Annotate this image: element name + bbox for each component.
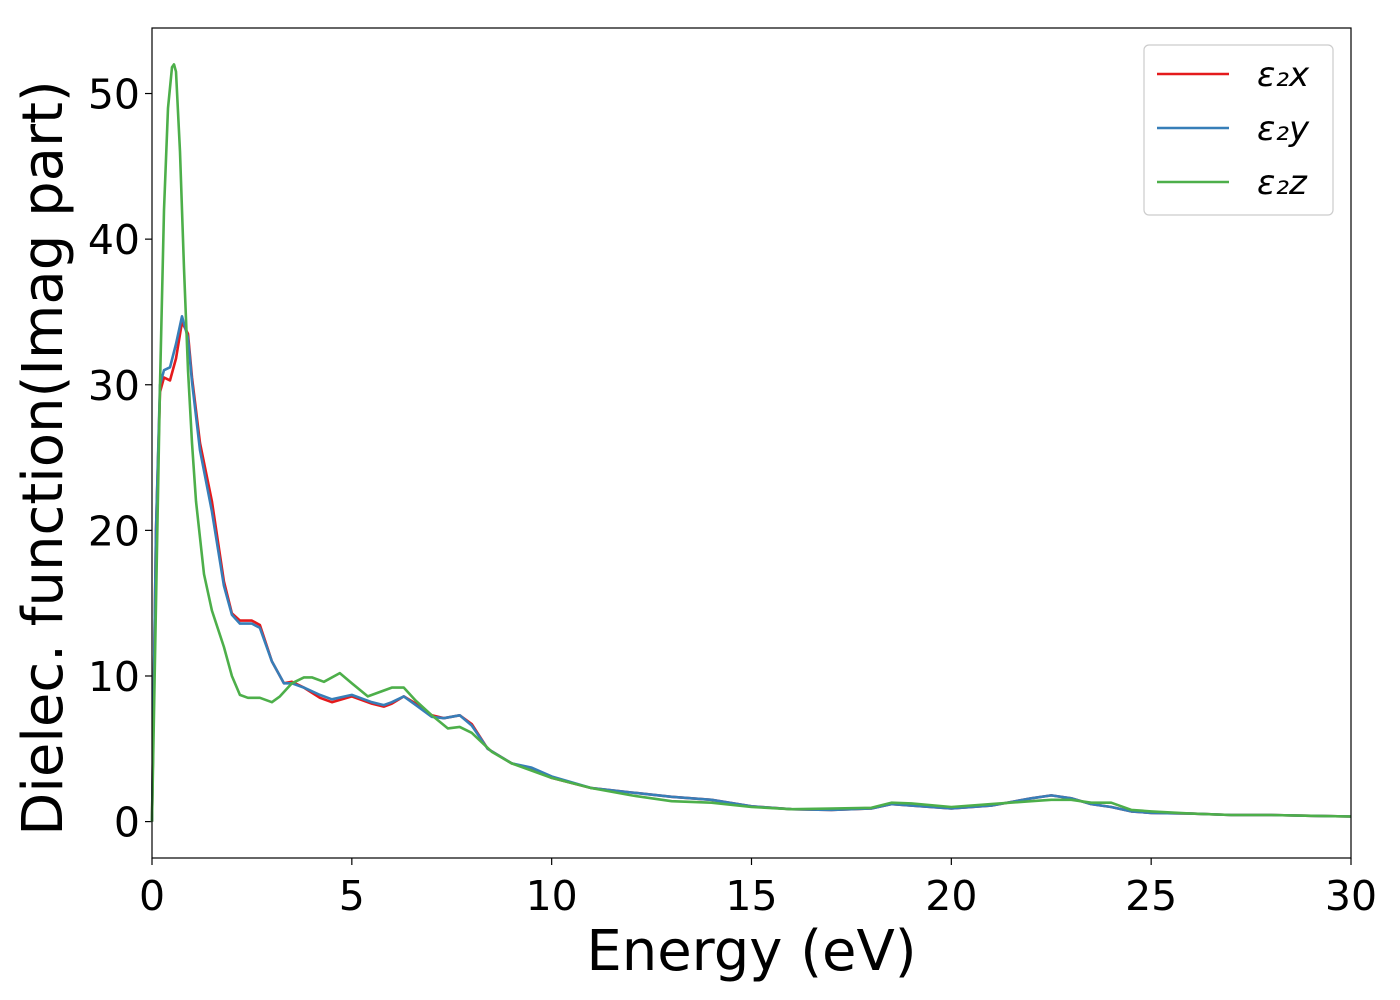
series-line-1 xyxy=(150,320,1352,822)
y-tick-label: 0 xyxy=(114,799,140,847)
series-layer xyxy=(150,63,1352,822)
x-tick-label: 10 xyxy=(526,872,578,920)
x-tick-label: 30 xyxy=(1325,872,1377,920)
series-line-3 xyxy=(150,63,1352,822)
y-tick-label: 10 xyxy=(88,653,140,701)
legend-entry-label: ε₂z xyxy=(1257,163,1308,203)
x-tick-label: 5 xyxy=(339,872,365,920)
x-tick-label: 0 xyxy=(139,872,165,920)
y-axis-label: Dielec. function(Imag part) xyxy=(11,80,76,836)
y-tick-label: 50 xyxy=(88,71,140,119)
series-line-2 xyxy=(150,315,1352,822)
y-tick-label: 30 xyxy=(88,362,140,410)
x-axis-label: Energy (eV) xyxy=(586,919,916,984)
x-tick-label: 25 xyxy=(1125,872,1177,920)
plot-frame xyxy=(151,27,1352,859)
legend: ε₂x ε₂y ε₂z xyxy=(1143,44,1334,216)
legend-entry-label: ε₂x xyxy=(1257,55,1310,95)
tick-layer: 0 5 10 15 20 25 30 0 10 20 30 40 50 xyxy=(88,71,1377,920)
y-tick-label: 20 xyxy=(88,507,140,555)
x-tick-label: 15 xyxy=(725,872,777,920)
y-tick-label: 40 xyxy=(88,216,140,264)
legend-box xyxy=(1143,44,1334,216)
legend-entry-label: ε₂y xyxy=(1257,109,1310,149)
x-tick-label: 20 xyxy=(925,872,977,920)
